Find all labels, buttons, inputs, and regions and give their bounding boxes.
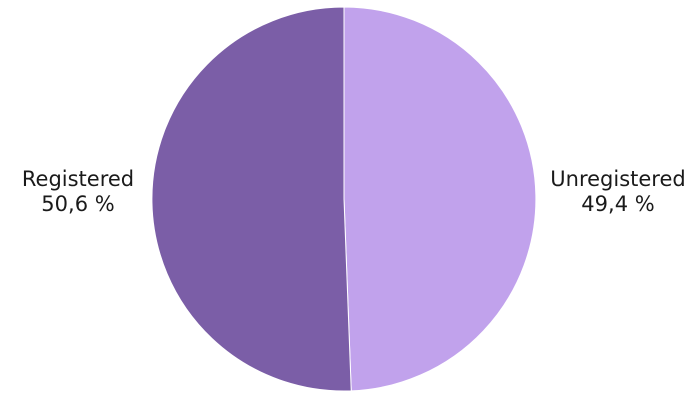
slice-value-unregistered: 49,4 % [581, 192, 654, 216]
pie-slices [151, 6, 537, 392]
slice-label-unregistered: Unregistered [550, 167, 685, 191]
slice-value-registered: 50,6 % [41, 192, 114, 216]
pie-slice-unregistered [343, 6, 537, 392]
pie-slice-registered [151, 6, 352, 392]
slice-label-registered: Registered [22, 167, 134, 191]
